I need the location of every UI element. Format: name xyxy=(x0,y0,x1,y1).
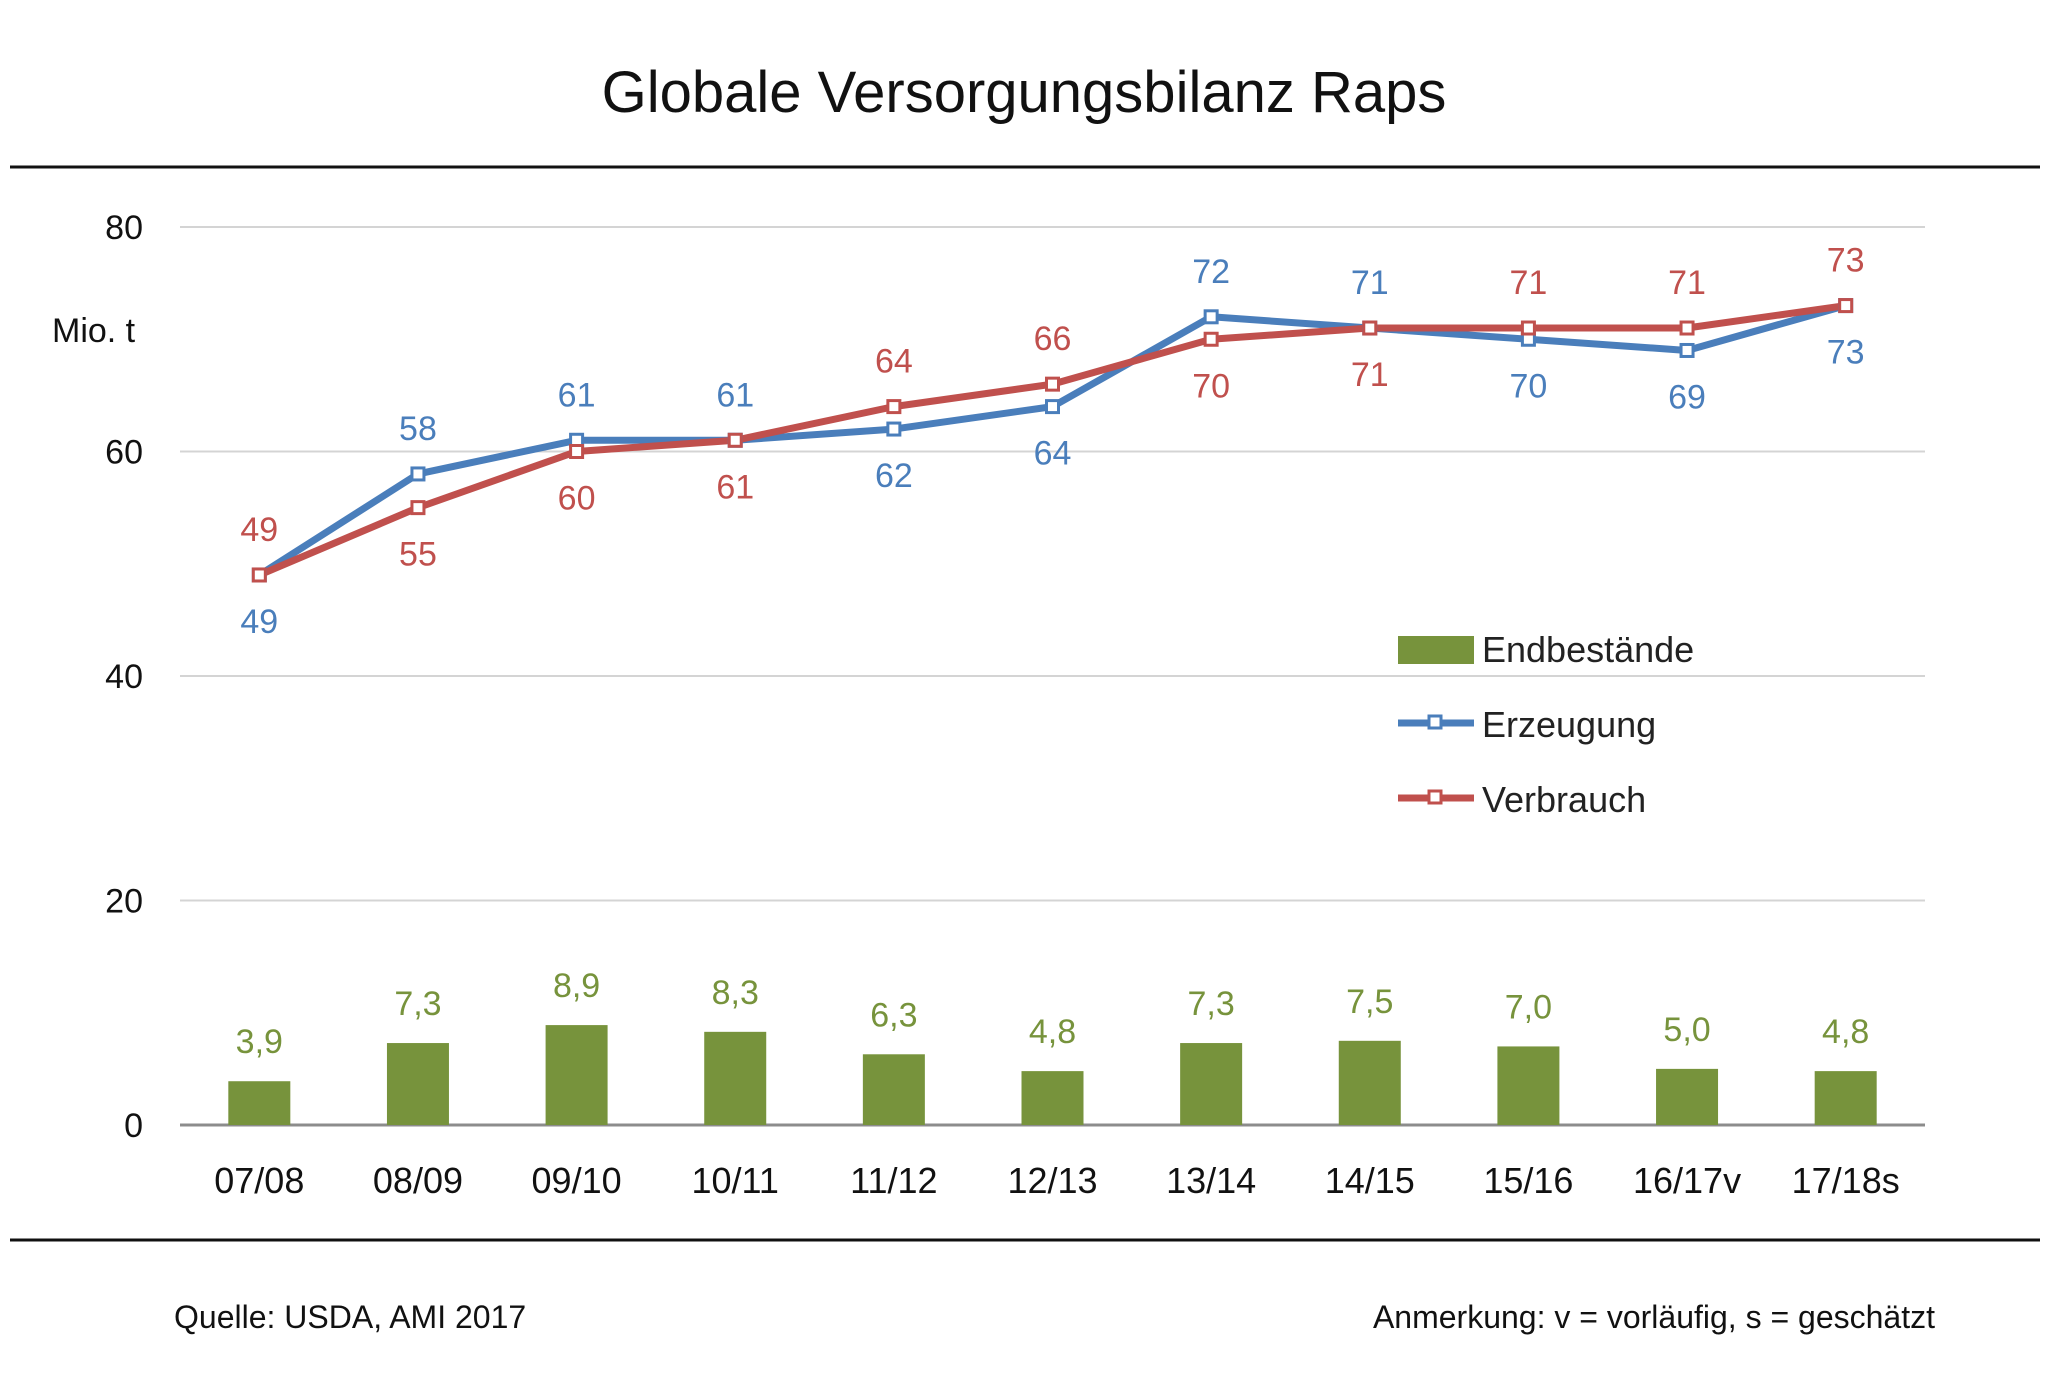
bar xyxy=(1338,1040,1401,1125)
y-axis-unit: Mio. t xyxy=(52,312,136,350)
bar xyxy=(1814,1071,1877,1125)
y-tick-label: 0 xyxy=(124,1107,143,1145)
bar xyxy=(386,1043,449,1125)
y-tick-label: 20 xyxy=(105,883,143,921)
bars-endbestaende xyxy=(228,1025,1877,1125)
y-tick-label: 40 xyxy=(105,658,143,696)
marker-erzeugung xyxy=(1679,342,1695,358)
line-value-label: 61 xyxy=(716,468,754,506)
marker-erzeugung xyxy=(1203,309,1219,325)
line-value-label: 70 xyxy=(1509,367,1547,405)
bar xyxy=(1180,1043,1243,1125)
x-category-label: 07/08 xyxy=(214,1160,304,1201)
line-value-label: 61 xyxy=(716,376,754,414)
line-value-label: 71 xyxy=(1351,356,1389,394)
x-category-label: 11/12 xyxy=(850,1160,937,1201)
legend-marker-erzeugung xyxy=(1427,714,1443,730)
bar-value-label: 5,0 xyxy=(1663,1011,1710,1049)
bar-value-label: 4,8 xyxy=(1029,1013,1076,1051)
line-value-label: 73 xyxy=(1827,334,1865,372)
line-value-label: 71 xyxy=(1668,264,1706,302)
legend: Endbestände Erzeugung Verbrauch xyxy=(1398,629,1694,820)
series-lines xyxy=(251,298,1854,583)
bar-value-label: 7,0 xyxy=(1505,988,1552,1026)
x-axis-categories: 07/08 08/09 09/10 10/11 11/12 12/13 13/14 14/15… xyxy=(214,1160,1899,1201)
line-value-label: 60 xyxy=(558,480,596,518)
line-value-label: 49 xyxy=(240,603,278,641)
x-category-label: 09/10 xyxy=(532,1160,622,1201)
legend-marker-verbrauch xyxy=(1427,789,1443,805)
bar xyxy=(545,1025,608,1125)
line-value-label: 69 xyxy=(1668,378,1706,416)
bar-value-label: 7,5 xyxy=(1346,983,1393,1021)
marker-verbrauch xyxy=(410,500,426,516)
line-value-label: 49 xyxy=(240,511,278,549)
footer-source: Quelle: USDA, AMI 2017 xyxy=(174,1299,526,1335)
y-tick-label: 60 xyxy=(105,434,143,472)
line-value-label: 58 xyxy=(399,410,437,448)
data-labels: 3,9 7,3 8,9 8,3 6,3 4,8 7,3 7,5 7,0 5,0 4,8 49 49 58 5… xyxy=(236,242,1870,1062)
x-category-label: 12/13 xyxy=(1007,1160,1097,1201)
legend-label-erzeugung: Erzeugung xyxy=(1482,704,1656,745)
x-category-label: 14/15 xyxy=(1325,1160,1415,1201)
legend-label-endbestaende: Endbestände xyxy=(1482,629,1694,670)
marker-verbrauch xyxy=(1838,298,1854,314)
bar xyxy=(862,1054,925,1125)
legend-swatch-endbestaende xyxy=(1398,636,1474,664)
line-value-label: 71 xyxy=(1351,264,1389,302)
x-category-label: 08/09 xyxy=(373,1160,463,1201)
x-category-label: 10/11 xyxy=(692,1160,779,1201)
x-category-label: 13/14 xyxy=(1166,1160,1256,1201)
marker-erzeugung xyxy=(1045,399,1060,415)
line-value-label: 64 xyxy=(875,343,913,381)
bar-value-label: 3,9 xyxy=(236,1023,283,1061)
line-value-label: 72 xyxy=(1192,253,1230,291)
line-value-label: 64 xyxy=(1034,435,1072,473)
marker-verbrauch xyxy=(727,432,743,448)
marker-verbrauch xyxy=(1203,331,1219,347)
line-value-label: 62 xyxy=(875,457,913,495)
x-category-label: 17/18s xyxy=(1792,1160,1900,1201)
bar xyxy=(1021,1071,1084,1125)
bar-value-label: 7,3 xyxy=(394,985,441,1023)
chart-title: Globale Versorgungsbilanz Raps xyxy=(602,60,1447,125)
line-value-label: 71 xyxy=(1509,264,1547,302)
footer-note: Anmerkung: v = vorläufig, s = geschätzt xyxy=(1373,1299,1935,1335)
line-value-label: 61 xyxy=(558,376,596,414)
gridlines xyxy=(180,226,1925,1127)
x-category-label: 16/17v xyxy=(1633,1160,1741,1201)
line-value-label: 73 xyxy=(1827,242,1865,280)
marker-erzeugung xyxy=(410,466,426,482)
y-tick-label: 80 xyxy=(105,209,143,247)
bar-value-label: 6,3 xyxy=(870,996,917,1034)
marker-verbrauch xyxy=(569,444,585,459)
bar xyxy=(1497,1046,1560,1125)
marker-verbrauch xyxy=(886,399,902,415)
bar-value-label: 4,8 xyxy=(1822,1013,1869,1051)
bar xyxy=(228,1081,291,1125)
y-axis-ticks: 0 20 40 60 80 xyxy=(105,209,143,1145)
marker-verbrauch xyxy=(251,567,267,583)
line-value-label: 70 xyxy=(1192,367,1230,405)
marker-verbrauch xyxy=(1520,320,1536,336)
line-value-label: 55 xyxy=(399,536,437,574)
marker-verbrauch xyxy=(1362,320,1378,336)
marker-verbrauch xyxy=(1045,376,1060,392)
bar-value-label: 7,3 xyxy=(1188,985,1235,1023)
legend-label-verbrauch: Verbrauch xyxy=(1482,779,1646,820)
bar-value-label: 8,3 xyxy=(712,974,759,1012)
bar-value-label: 8,9 xyxy=(553,967,600,1005)
x-category-label: 15/16 xyxy=(1483,1160,1573,1201)
marker-verbrauch xyxy=(1679,320,1695,336)
bar xyxy=(1656,1068,1719,1125)
line-value-label: 66 xyxy=(1034,320,1072,358)
marker-erzeugung xyxy=(886,421,902,437)
bar xyxy=(704,1031,767,1125)
